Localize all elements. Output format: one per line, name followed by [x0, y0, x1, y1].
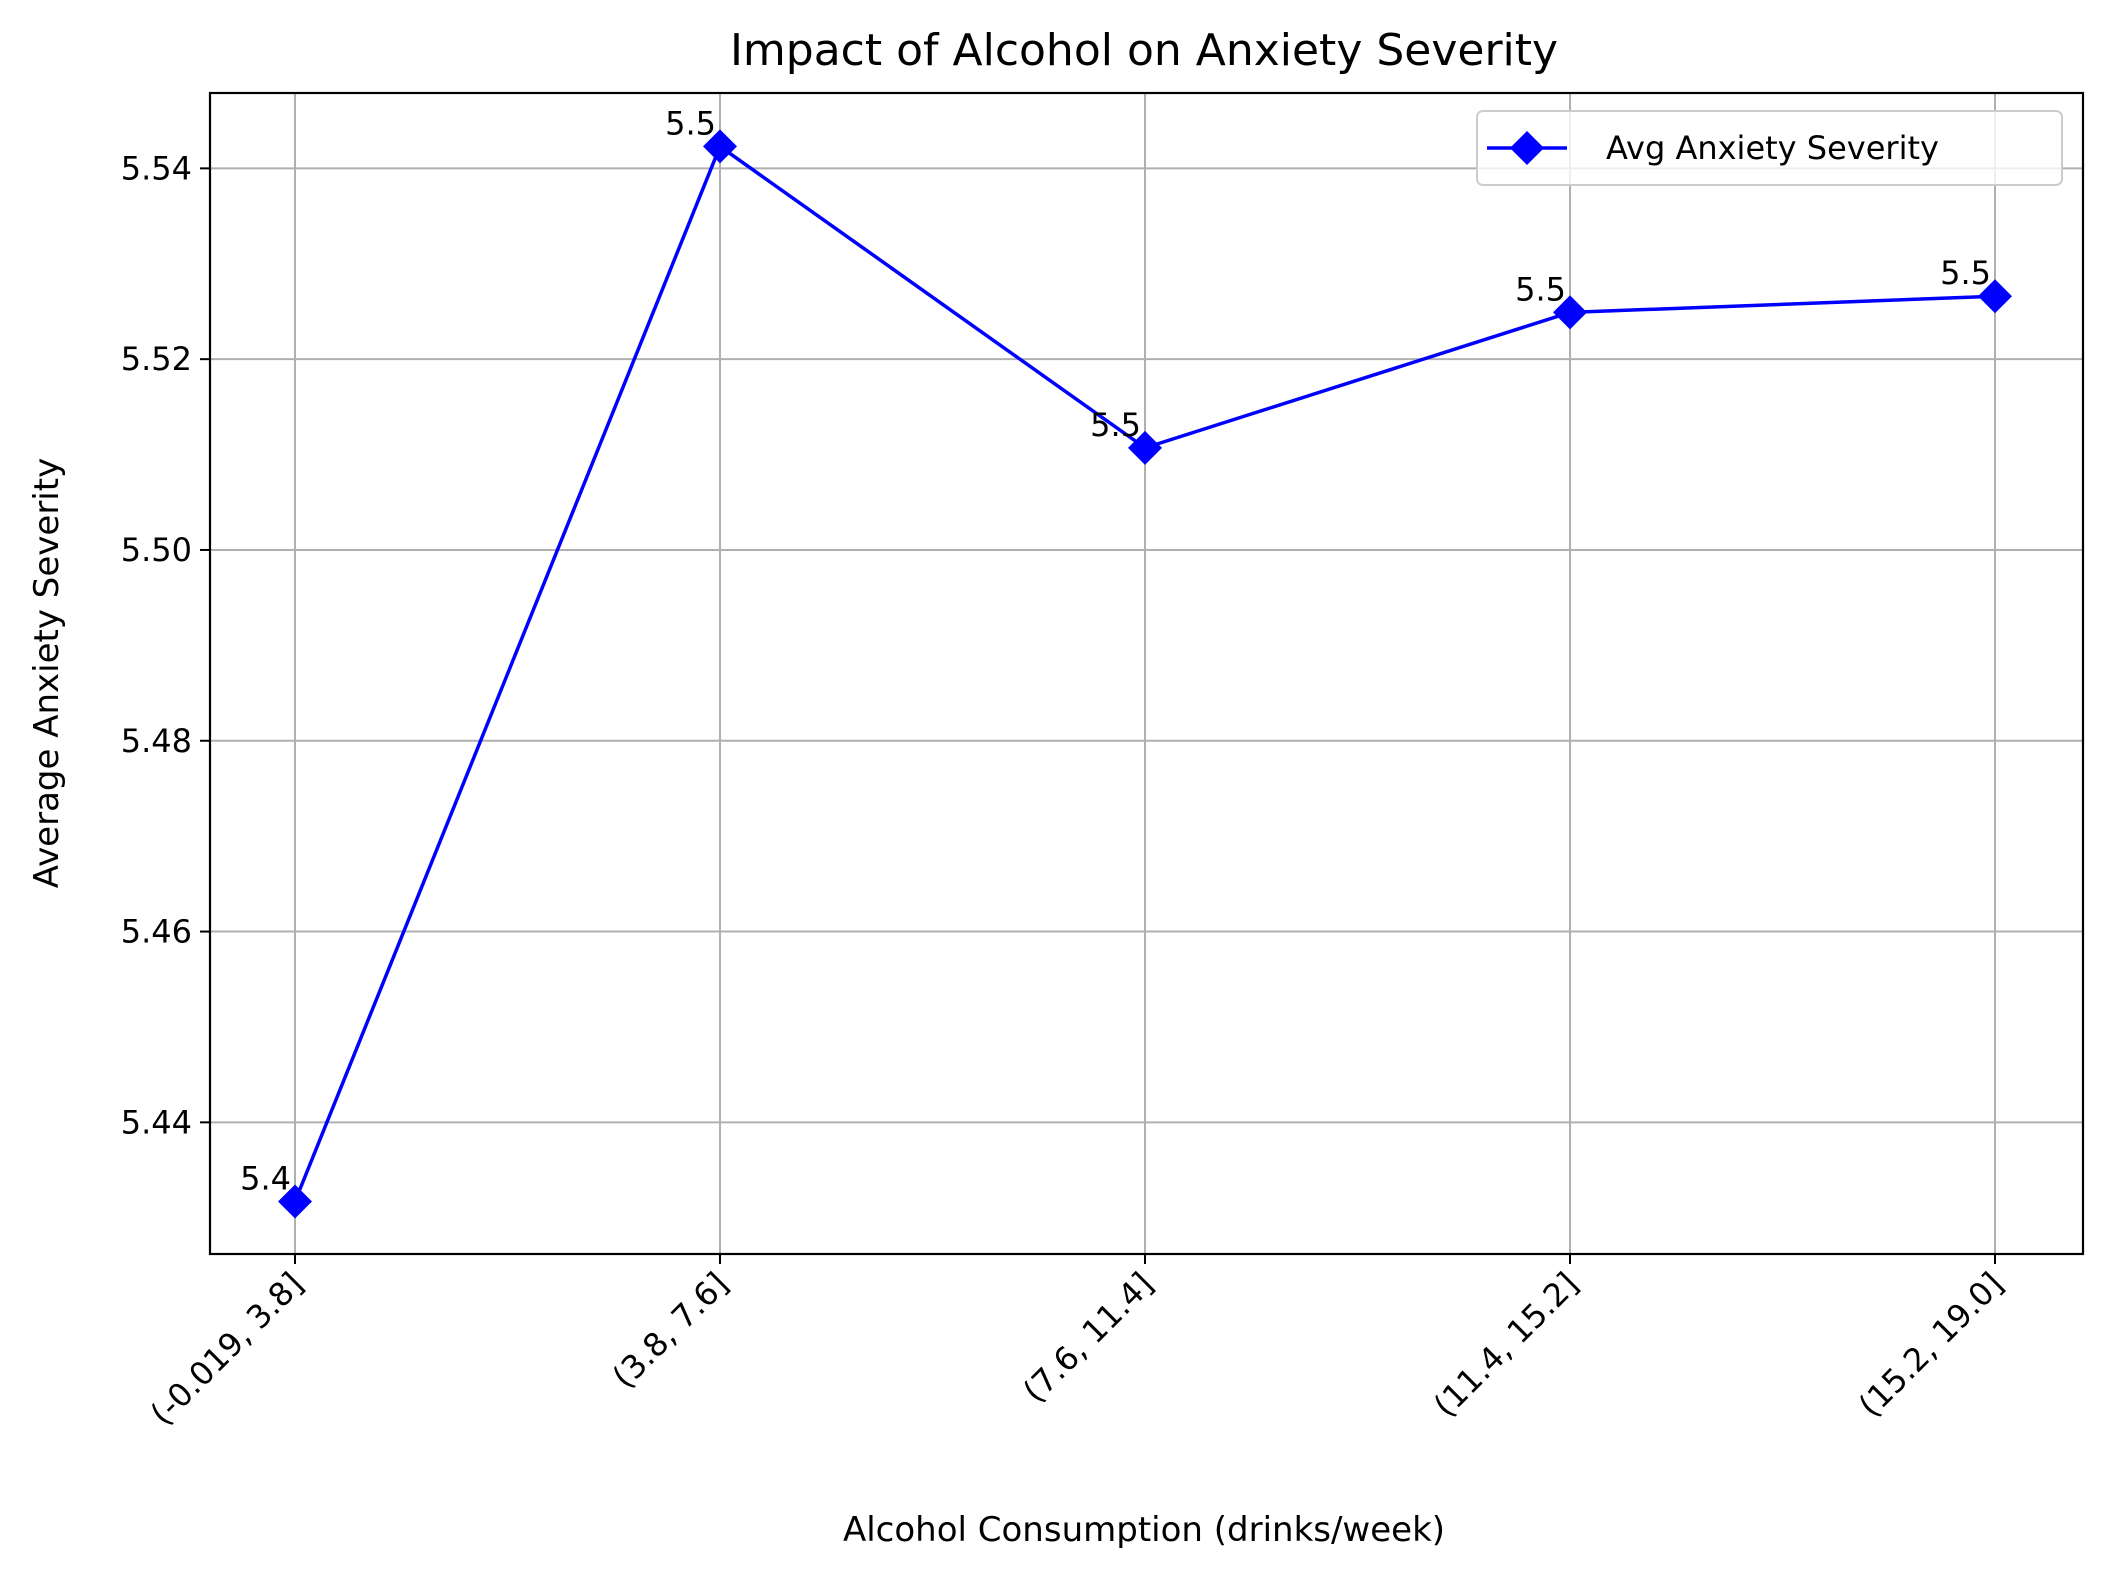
series-layer: 5.4 5.5 5.5 5.5 5.5 — [240, 104, 2012, 1219]
data-point-marker — [703, 129, 737, 164]
x-tick-label: (7.6, 11.4] — [1015, 1265, 1160, 1410]
data-point-marker — [1128, 430, 1162, 465]
y-tick-label: 5.52 — [121, 340, 192, 378]
legend-box — [1476, 110, 2063, 186]
x-axis-label: Alcohol Consumption (drinks/week) — [843, 1510, 1445, 1550]
data-point-label: 5.5 — [1515, 270, 1566, 308]
x-tick-label: (11.4, 15.2] — [1426, 1265, 1586, 1425]
chart-title: Impact of Alcohol on Anxiety Severity — [730, 25, 1558, 76]
legend: Avg Anxiety Severity — [1476, 110, 2063, 186]
grid-lines — [210, 93, 2083, 1254]
plot-frame — [208, 91, 2085, 1256]
legend-diamond-marker — [1510, 131, 1544, 165]
data-point-label: 5.5 — [665, 104, 716, 142]
x-tick-label: (3.8, 7.6] — [605, 1265, 736, 1396]
data-point-label: 5.5 — [1940, 254, 1991, 292]
data-point-label: 5.4 — [240, 1160, 291, 1198]
data-point-marker — [1978, 279, 2012, 314]
x-tick-label: (-0.019, 3.8] — [143, 1265, 311, 1433]
y-tick-label: 5.50 — [121, 531, 192, 569]
axis-ticks: 5.44 5.46 5.48 5.50 5.52 5.54 (-0.019, 3.8] (3.… — [121, 149, 2011, 1432]
y-tick-label: 5.48 — [121, 722, 192, 760]
data-point-label: 5.5 — [1090, 406, 1141, 444]
y-tick-label: 5.44 — [121, 1103, 192, 1141]
data-point-marker — [1553, 295, 1587, 330]
data-point-marker — [278, 1184, 312, 1219]
y-axis-label: Average Anxiety Severity — [27, 458, 67, 888]
y-tick-label: 5.46 — [121, 913, 192, 951]
x-tick-label: (15.2, 19.0] — [1851, 1265, 2011, 1425]
legend-label: Avg Anxiety Severity — [1606, 129, 1939, 167]
y-tick-label: 5.54 — [121, 149, 192, 187]
